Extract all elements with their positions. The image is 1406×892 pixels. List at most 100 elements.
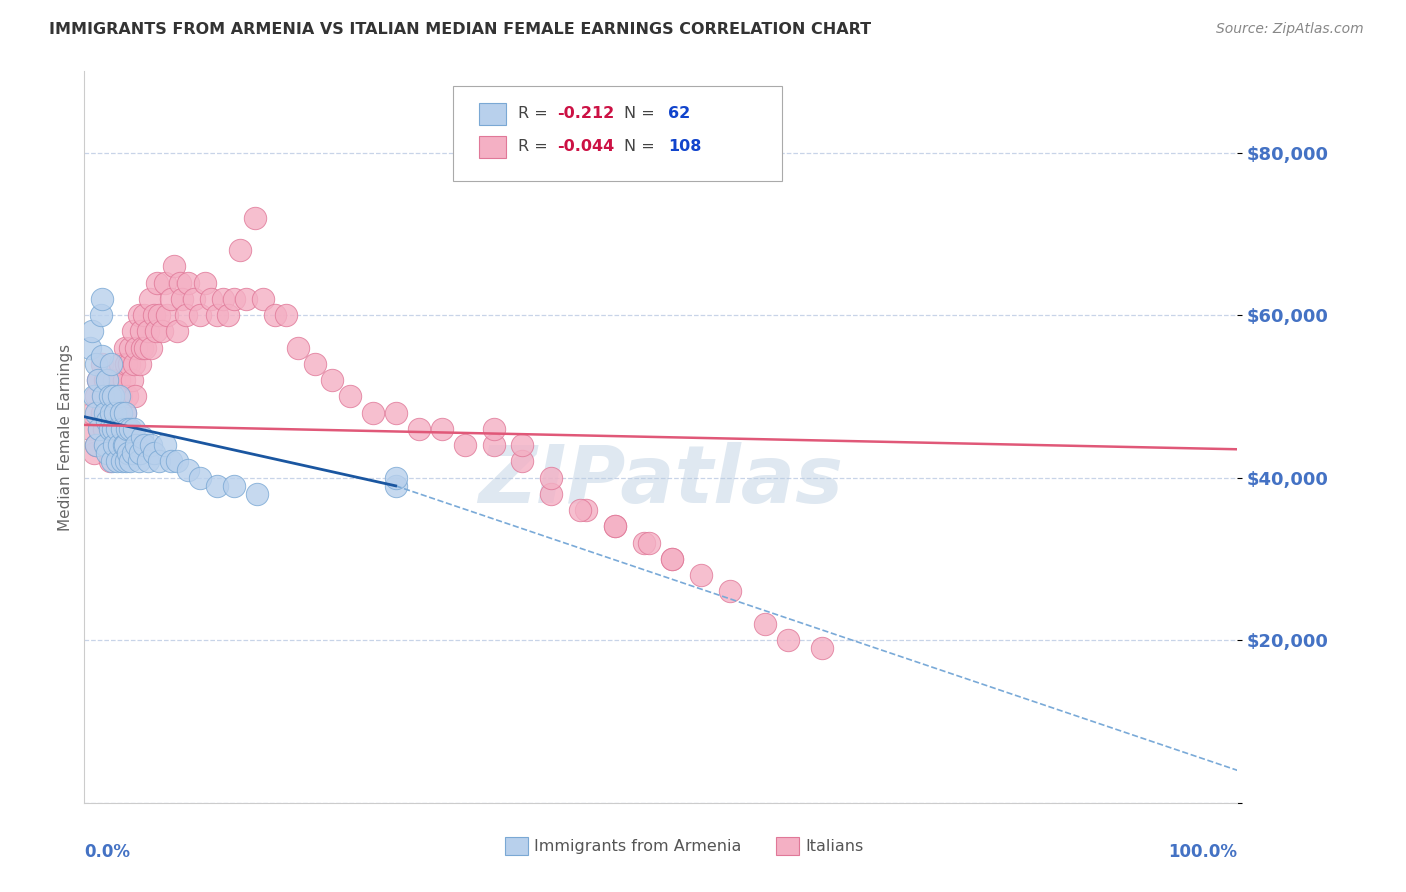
Point bbox=[540, 471, 562, 485]
Point bbox=[661, 552, 683, 566]
FancyBboxPatch shape bbox=[478, 136, 506, 158]
Point bbox=[224, 292, 246, 306]
Point bbox=[811, 641, 834, 656]
Point bbox=[131, 430, 153, 444]
Point bbox=[200, 292, 222, 306]
Point bbox=[633, 535, 655, 549]
Point bbox=[103, 389, 124, 403]
Point bbox=[90, 406, 112, 420]
Point bbox=[103, 438, 125, 452]
Point bbox=[96, 438, 118, 452]
Point bbox=[776, 633, 799, 648]
Point bbox=[141, 341, 163, 355]
Point bbox=[136, 454, 159, 468]
Point bbox=[100, 357, 122, 371]
Point bbox=[142, 446, 165, 460]
Point bbox=[89, 422, 111, 436]
Point bbox=[93, 422, 115, 436]
Point bbox=[287, 341, 309, 355]
Point bbox=[84, 438, 107, 452]
Point bbox=[153, 438, 176, 452]
Point bbox=[89, 308, 111, 322]
Point bbox=[603, 519, 626, 533]
Point bbox=[79, 422, 101, 436]
Point bbox=[94, 373, 117, 387]
Point bbox=[87, 373, 110, 387]
Point bbox=[150, 325, 173, 339]
Point bbox=[145, 325, 167, 339]
Point bbox=[454, 438, 477, 452]
Point bbox=[94, 438, 117, 452]
Point bbox=[160, 454, 183, 468]
Point bbox=[128, 308, 150, 322]
Point bbox=[142, 308, 165, 322]
Point bbox=[103, 422, 124, 436]
Text: Immigrants from Armenia: Immigrants from Armenia bbox=[534, 839, 741, 855]
Point bbox=[690, 568, 713, 582]
Point bbox=[83, 446, 105, 460]
Point bbox=[139, 292, 162, 306]
Point bbox=[108, 389, 131, 403]
Point bbox=[110, 406, 132, 420]
Point bbox=[115, 422, 138, 436]
Text: Italians: Italians bbox=[806, 839, 863, 855]
FancyBboxPatch shape bbox=[776, 838, 799, 855]
Point bbox=[172, 292, 194, 306]
Point bbox=[361, 406, 384, 420]
Point bbox=[430, 422, 453, 436]
Point bbox=[82, 406, 104, 420]
Point bbox=[84, 438, 107, 452]
Point bbox=[122, 422, 145, 436]
Point bbox=[128, 454, 150, 468]
FancyBboxPatch shape bbox=[505, 838, 529, 855]
Point bbox=[754, 617, 776, 632]
Point bbox=[91, 389, 114, 403]
Point bbox=[121, 373, 143, 387]
Point bbox=[569, 503, 592, 517]
Point bbox=[218, 308, 240, 322]
Text: 108: 108 bbox=[668, 139, 702, 154]
Text: ZIPatlas: ZIPatlas bbox=[478, 442, 844, 520]
Point bbox=[512, 438, 534, 452]
Point bbox=[84, 389, 107, 403]
Point bbox=[97, 373, 120, 387]
Point bbox=[91, 389, 114, 403]
Point bbox=[205, 479, 228, 493]
Point bbox=[120, 422, 142, 436]
Point bbox=[174, 308, 197, 322]
Point bbox=[141, 438, 163, 452]
Text: 100.0%: 100.0% bbox=[1168, 843, 1237, 861]
Point bbox=[108, 373, 131, 387]
Text: -0.044: -0.044 bbox=[557, 139, 614, 154]
FancyBboxPatch shape bbox=[478, 103, 506, 125]
Point bbox=[246, 487, 269, 501]
Point bbox=[304, 357, 326, 371]
Point bbox=[384, 479, 406, 493]
Point bbox=[134, 438, 156, 452]
Point bbox=[122, 357, 145, 371]
Point bbox=[105, 438, 128, 452]
Point bbox=[87, 373, 110, 387]
Point bbox=[83, 389, 105, 403]
Point bbox=[118, 357, 141, 371]
Text: 0.0%: 0.0% bbox=[84, 843, 131, 861]
Point bbox=[134, 308, 156, 322]
Point bbox=[188, 308, 211, 322]
Point bbox=[90, 292, 112, 306]
Point bbox=[321, 373, 343, 387]
Point bbox=[84, 406, 107, 420]
Text: R =: R = bbox=[517, 139, 553, 154]
Point bbox=[183, 292, 205, 306]
Point bbox=[98, 454, 121, 468]
Point bbox=[121, 325, 143, 339]
Point bbox=[177, 276, 200, 290]
Point bbox=[110, 389, 132, 403]
Point bbox=[603, 519, 626, 533]
Point bbox=[661, 552, 683, 566]
Point bbox=[512, 454, 534, 468]
Y-axis label: Median Female Earnings: Median Female Earnings bbox=[58, 343, 73, 531]
Point bbox=[263, 308, 285, 322]
Point bbox=[89, 422, 111, 436]
Point bbox=[108, 438, 131, 452]
Point bbox=[252, 292, 274, 306]
